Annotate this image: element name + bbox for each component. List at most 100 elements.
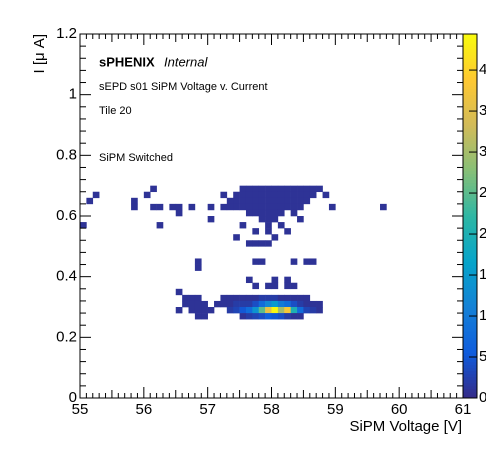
cell bbox=[175, 203, 183, 211]
color-bar-step bbox=[463, 231, 477, 235]
color-bar-step bbox=[463, 67, 477, 71]
color-bar-step bbox=[463, 364, 477, 369]
cell bbox=[245, 307, 253, 314]
x-tick-label: 60 bbox=[391, 401, 408, 418]
cell bbox=[175, 307, 183, 314]
color-bar-step bbox=[463, 146, 477, 150]
color-bar-step bbox=[463, 303, 477, 308]
color-bar-step bbox=[463, 300, 477, 305]
color-bar-step bbox=[463, 373, 477, 378]
cell bbox=[265, 209, 272, 217]
cell bbox=[239, 313, 247, 320]
color-bar-step bbox=[463, 209, 477, 214]
cell bbox=[233, 191, 240, 199]
cell bbox=[265, 307, 272, 314]
cell bbox=[258, 191, 266, 199]
cell bbox=[245, 185, 253, 193]
color-bar-step bbox=[463, 79, 477, 84]
cell bbox=[297, 313, 304, 320]
cell bbox=[239, 203, 247, 211]
color-bar-step bbox=[463, 34, 477, 38]
cell bbox=[233, 294, 240, 302]
cell bbox=[303, 307, 311, 314]
cell bbox=[258, 216, 266, 223]
color-bar-step bbox=[463, 310, 477, 314]
cell bbox=[233, 203, 240, 211]
cell bbox=[277, 197, 285, 205]
color-bar-step bbox=[463, 322, 477, 326]
color-bar-step bbox=[463, 85, 477, 90]
color-bar-step bbox=[463, 125, 477, 129]
y-tick-label: 1.2 bbox=[56, 25, 77, 42]
color-bar-step bbox=[463, 112, 477, 117]
cell bbox=[143, 191, 151, 199]
color-bar-step bbox=[463, 343, 477, 347]
cell bbox=[201, 313, 208, 320]
color-bar-step bbox=[463, 294, 477, 299]
cell bbox=[220, 300, 228, 308]
z-tick-label: 5 bbox=[479, 348, 487, 365]
color-bar-step bbox=[463, 331, 477, 335]
cell bbox=[265, 228, 272, 235]
color-bar-step bbox=[463, 167, 477, 171]
color-bar-step bbox=[463, 288, 477, 293]
cell bbox=[297, 294, 304, 302]
color-bar-step bbox=[463, 349, 477, 353]
color-bar-step bbox=[463, 388, 477, 393]
color-bar-step bbox=[463, 109, 477, 114]
color-bar-step bbox=[463, 316, 477, 320]
cell bbox=[284, 276, 291, 284]
cell bbox=[277, 209, 285, 217]
cell bbox=[226, 300, 234, 308]
cell bbox=[252, 307, 260, 314]
cell bbox=[316, 185, 323, 193]
cell bbox=[309, 185, 317, 193]
chart-title: sEPD s01 SiPM Voltage v. Current bbox=[99, 81, 268, 93]
cell bbox=[265, 197, 272, 205]
cell bbox=[86, 197, 94, 205]
cell bbox=[265, 240, 272, 247]
z-tick-label: 20 bbox=[479, 225, 496, 242]
cell bbox=[322, 191, 330, 199]
cell bbox=[252, 191, 260, 199]
y-tick-label: 0 bbox=[69, 389, 77, 406]
cell bbox=[290, 258, 298, 265]
color-bar-step bbox=[463, 64, 477, 68]
color-bar-step bbox=[463, 43, 477, 47]
color-bar-step bbox=[463, 267, 477, 272]
cell bbox=[297, 216, 304, 223]
z-tick-label: 35 bbox=[479, 102, 496, 119]
cell bbox=[303, 294, 311, 302]
cell bbox=[309, 258, 317, 265]
z-tick-label: 10 bbox=[479, 307, 496, 324]
cell bbox=[303, 258, 311, 265]
cell bbox=[290, 197, 298, 205]
cell bbox=[220, 203, 228, 211]
color-bar-step bbox=[463, 203, 477, 208]
cell bbox=[271, 216, 279, 223]
z-tick-label: 40 bbox=[479, 61, 496, 78]
cell bbox=[290, 203, 298, 211]
cell bbox=[271, 313, 279, 320]
cell bbox=[258, 185, 266, 193]
cell bbox=[245, 203, 253, 211]
color-bar-step bbox=[463, 128, 477, 132]
color-bar-step bbox=[463, 103, 477, 108]
color-bar-step bbox=[463, 206, 477, 211]
z-tick-label: 30 bbox=[479, 143, 496, 160]
x-tick-label: 55 bbox=[72, 401, 89, 418]
cell bbox=[207, 307, 215, 314]
cell bbox=[194, 313, 202, 320]
cell bbox=[284, 294, 291, 302]
color-bar-step bbox=[463, 134, 477, 138]
cell bbox=[277, 185, 285, 193]
cell bbox=[290, 209, 298, 217]
color-bar-step bbox=[463, 194, 477, 199]
cell bbox=[245, 300, 253, 308]
cell bbox=[284, 228, 291, 235]
cell bbox=[258, 209, 266, 217]
color-bar-step bbox=[463, 376, 477, 381]
color-bar-step bbox=[463, 264, 477, 269]
cell bbox=[156, 222, 164, 229]
color-bar-step bbox=[463, 385, 477, 390]
